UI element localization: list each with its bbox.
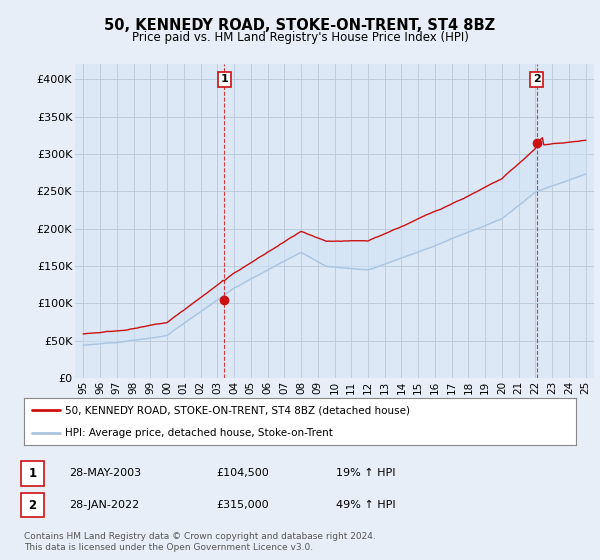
Text: 1: 1	[28, 466, 37, 480]
Text: Price paid vs. HM Land Registry's House Price Index (HPI): Price paid vs. HM Land Registry's House …	[131, 31, 469, 44]
Text: This data is licensed under the Open Government Licence v3.0.: This data is licensed under the Open Gov…	[24, 543, 313, 552]
Text: 50, KENNEDY ROAD, STOKE-ON-TRENT, ST4 8BZ (detached house): 50, KENNEDY ROAD, STOKE-ON-TRENT, ST4 8B…	[65, 405, 410, 416]
Text: 2: 2	[533, 74, 541, 85]
Text: 49% ↑ HPI: 49% ↑ HPI	[336, 500, 395, 510]
Text: Contains HM Land Registry data © Crown copyright and database right 2024.: Contains HM Land Registry data © Crown c…	[24, 532, 376, 541]
Text: 28-JAN-2022: 28-JAN-2022	[69, 500, 139, 510]
Text: 50, KENNEDY ROAD, STOKE-ON-TRENT, ST4 8BZ: 50, KENNEDY ROAD, STOKE-ON-TRENT, ST4 8B…	[104, 18, 496, 33]
Text: 1: 1	[220, 74, 228, 85]
Text: 19% ↑ HPI: 19% ↑ HPI	[336, 468, 395, 478]
Text: £315,000: £315,000	[216, 500, 269, 510]
Text: 28-MAY-2003: 28-MAY-2003	[69, 468, 141, 478]
Text: 2: 2	[28, 498, 37, 512]
Text: £104,500: £104,500	[216, 468, 269, 478]
Text: HPI: Average price, detached house, Stoke-on-Trent: HPI: Average price, detached house, Stok…	[65, 428, 333, 438]
